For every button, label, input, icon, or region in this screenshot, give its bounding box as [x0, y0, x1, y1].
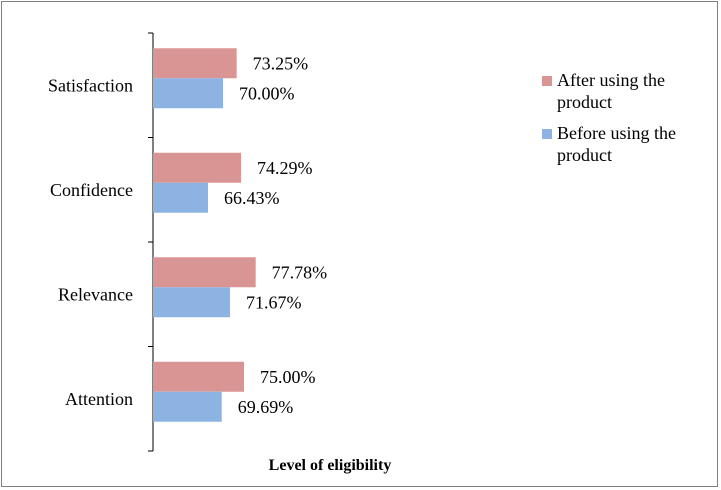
- legend-label-line2: product: [557, 92, 612, 112]
- data-label: 74.29%: [257, 158, 313, 178]
- data-label: 73.25%: [253, 53, 309, 73]
- data-label: 66.43%: [224, 188, 279, 208]
- legend-label-line2: product: [557, 145, 612, 165]
- bar-before: [153, 182, 209, 213]
- legend-swatch-before: [542, 129, 552, 139]
- bar-before: [153, 78, 223, 109]
- bar-after: [153, 257, 256, 288]
- legend-label: After using the: [557, 70, 665, 90]
- legend-swatch-after: [542, 76, 552, 86]
- category-label: Relevance: [58, 284, 133, 304]
- bar-after: [153, 152, 242, 183]
- data-label: 75.00%: [260, 367, 316, 387]
- data-label: 77.78%: [272, 262, 328, 282]
- bar-before: [153, 287, 231, 318]
- category-label: Satisfaction: [48, 75, 133, 95]
- legend-label: Before using the: [557, 123, 676, 143]
- data-label: 70.00%: [239, 83, 295, 103]
- category-label: Attention: [65, 389, 133, 409]
- data-label: 71.67%: [246, 292, 302, 312]
- category-label: Confidence: [50, 180, 133, 200]
- bar-after: [153, 361, 244, 392]
- bar-before: [153, 391, 222, 422]
- bar-after: [153, 48, 237, 79]
- x-axis-label: Level of eligibility: [269, 457, 392, 474]
- data-label: 69.69%: [238, 397, 294, 417]
